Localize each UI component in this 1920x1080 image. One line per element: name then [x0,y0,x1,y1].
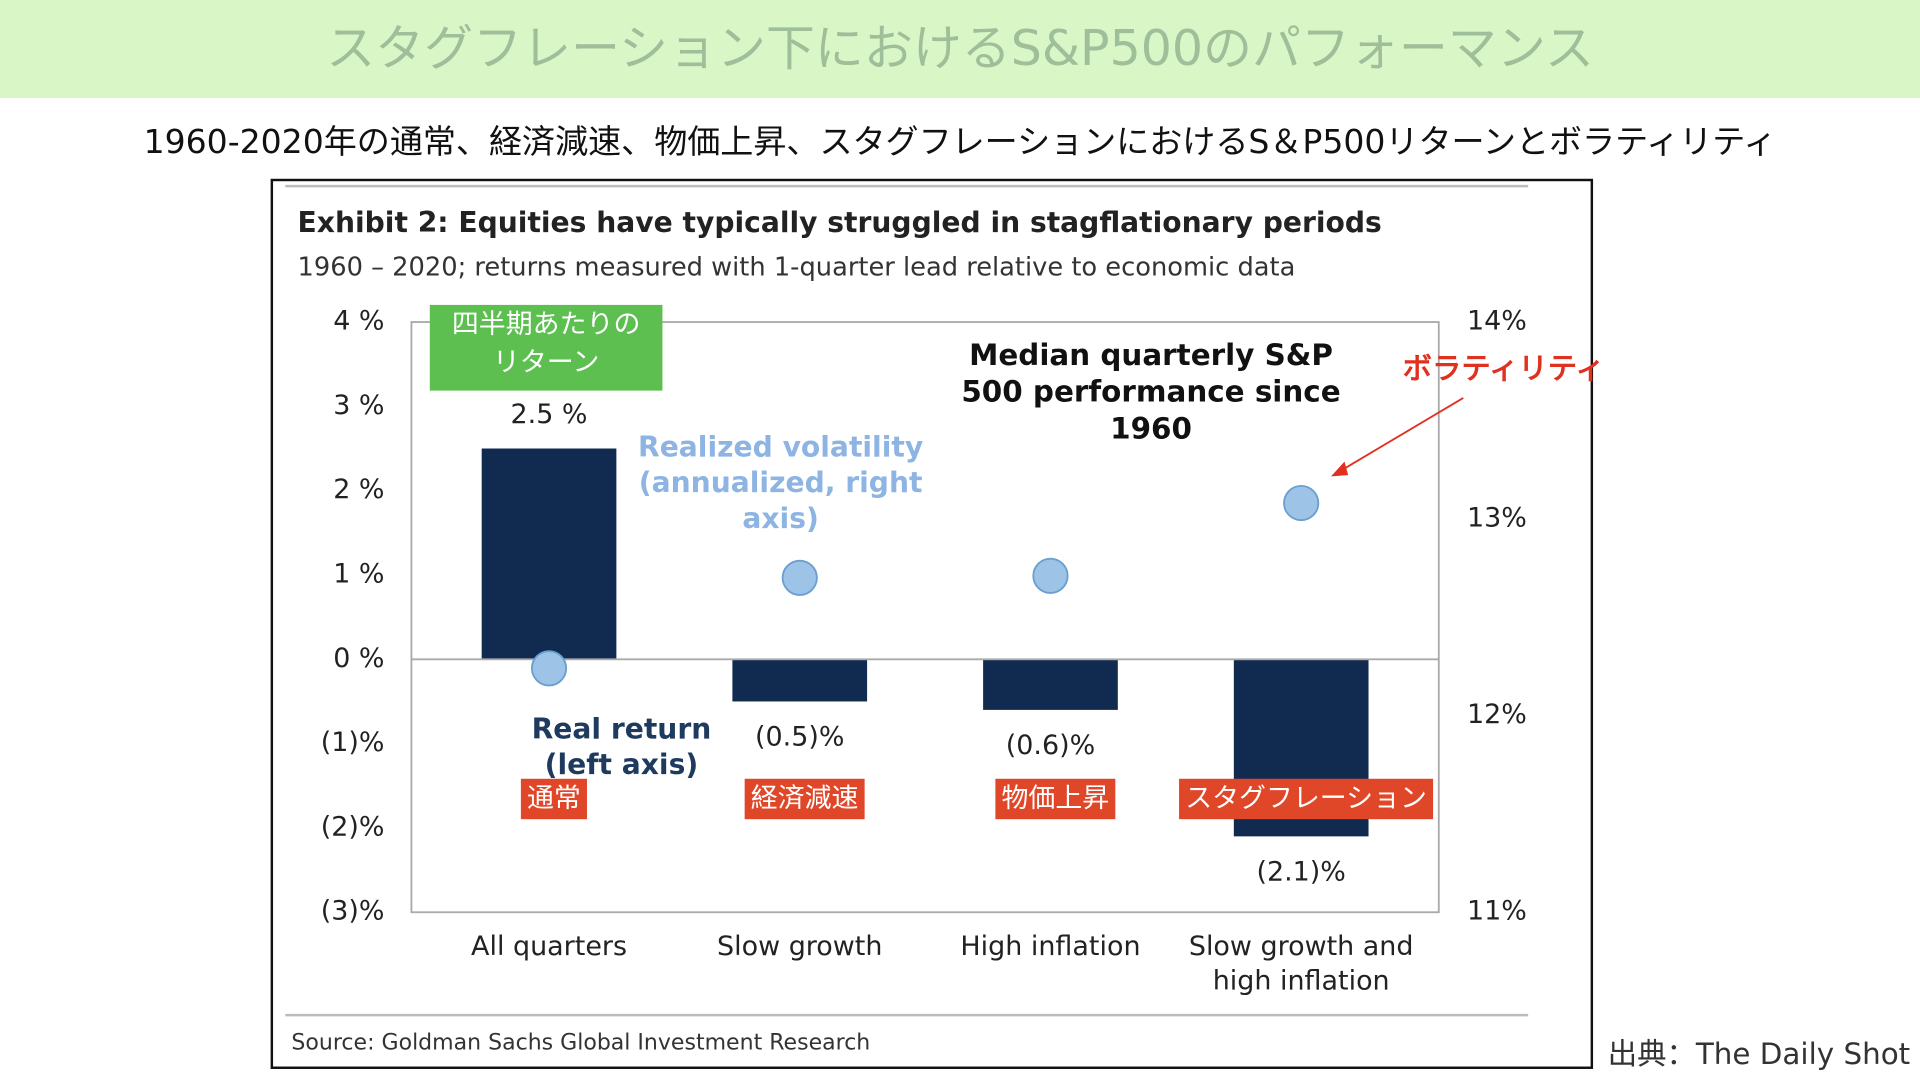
slide-subtitle: 1960-2020年の通常、経済減速、物価上昇、スタグフレーションにおけるS＆P… [144,122,1777,161]
y-tick-label: 1 % [333,558,384,589]
bar [983,659,1118,710]
plot-area [410,321,1440,914]
series-label-box: Realized volatility (annualized, right a… [638,432,924,535]
y2-tick-label: 14% [1467,306,1527,337]
y-tick-label: (2)% [321,811,385,842]
y-tick-label: 0 % [333,643,384,674]
category-label-bg [520,778,587,820]
series-label: Realized volatility (annualized, right a… [638,432,924,535]
y-tick-label: 4 % [333,306,384,337]
chart-subtitle: 1960 – 2020; returns measured with 1-qua… [298,253,1296,283]
value-label: 2.5 % [511,399,588,430]
x-tick-label: High inflation [960,931,1141,963]
credit: 出典：The Daily Shot [1608,1037,1911,1071]
annotation: 四半期あたりのリターン [451,309,641,379]
y2-tick-label: 11% [1467,896,1527,927]
x-tick-label-box: High inflation [960,931,1141,963]
y-tick-label: (3)% [321,896,385,927]
value-label: (0.6)% [1006,730,1095,761]
y2-tick-label: 13% [1467,502,1527,533]
bar [481,448,617,660]
annotation: Median quarterly S&P 500 performance sin… [961,337,1341,446]
volatility-dot [1032,557,1069,594]
category-label-bg [744,778,865,820]
y-tick-label: 2 % [333,474,384,505]
x-tick-label-box: All quarters [471,931,628,963]
series-label: Real return (left axis) [531,713,712,781]
value-label: (0.5)% [755,722,844,753]
x-tick-label-box: Slow growth [717,931,883,963]
x-tick-label: Slow growth and high inflation [1188,931,1414,997]
volatility-dot [781,559,818,596]
source: Source: Goldman Sachs Global Investment … [291,1030,870,1055]
x-tick-label-box: Slow growth and high inflation [1188,931,1414,997]
value-label: (2.1)% [1256,857,1345,888]
slide-title: スタグフレーション下におけるS&P500のパフォーマンス [326,20,1594,77]
series-label-box: Real return (left axis) [531,713,712,781]
header-band [0,0,1920,98]
annotation-box: 四半期あたりのリターン [451,309,641,379]
category-label: 通常 [527,783,581,814]
annotation-arrow [1339,397,1464,473]
x-tick-label: Slow growth [717,931,883,963]
volatility-dot [530,650,568,687]
category-label-bg [995,778,1116,820]
y2-tick-label: 12% [1467,699,1527,730]
category-label: スタグフレーション [1185,783,1427,814]
annotation-box: Median quarterly S&P 500 performance sin… [961,337,1341,446]
annotation-bg [429,304,663,391]
x-tick-label: All quarters [471,931,628,963]
category-label: 経済減速 [751,783,859,814]
y-tick-label: 3 % [333,390,384,421]
arrow-head [1331,461,1349,477]
y-tick-label: (1)% [321,727,385,758]
category-label-bg [1179,778,1434,820]
bar [732,659,868,702]
category-label: 物価上昇 [1002,783,1110,814]
chart-title: Exhibit 2: Equities have typically strug… [298,206,1382,239]
volatility-dot [1283,484,1320,522]
annotation: ボラティリティ [1403,351,1605,385]
